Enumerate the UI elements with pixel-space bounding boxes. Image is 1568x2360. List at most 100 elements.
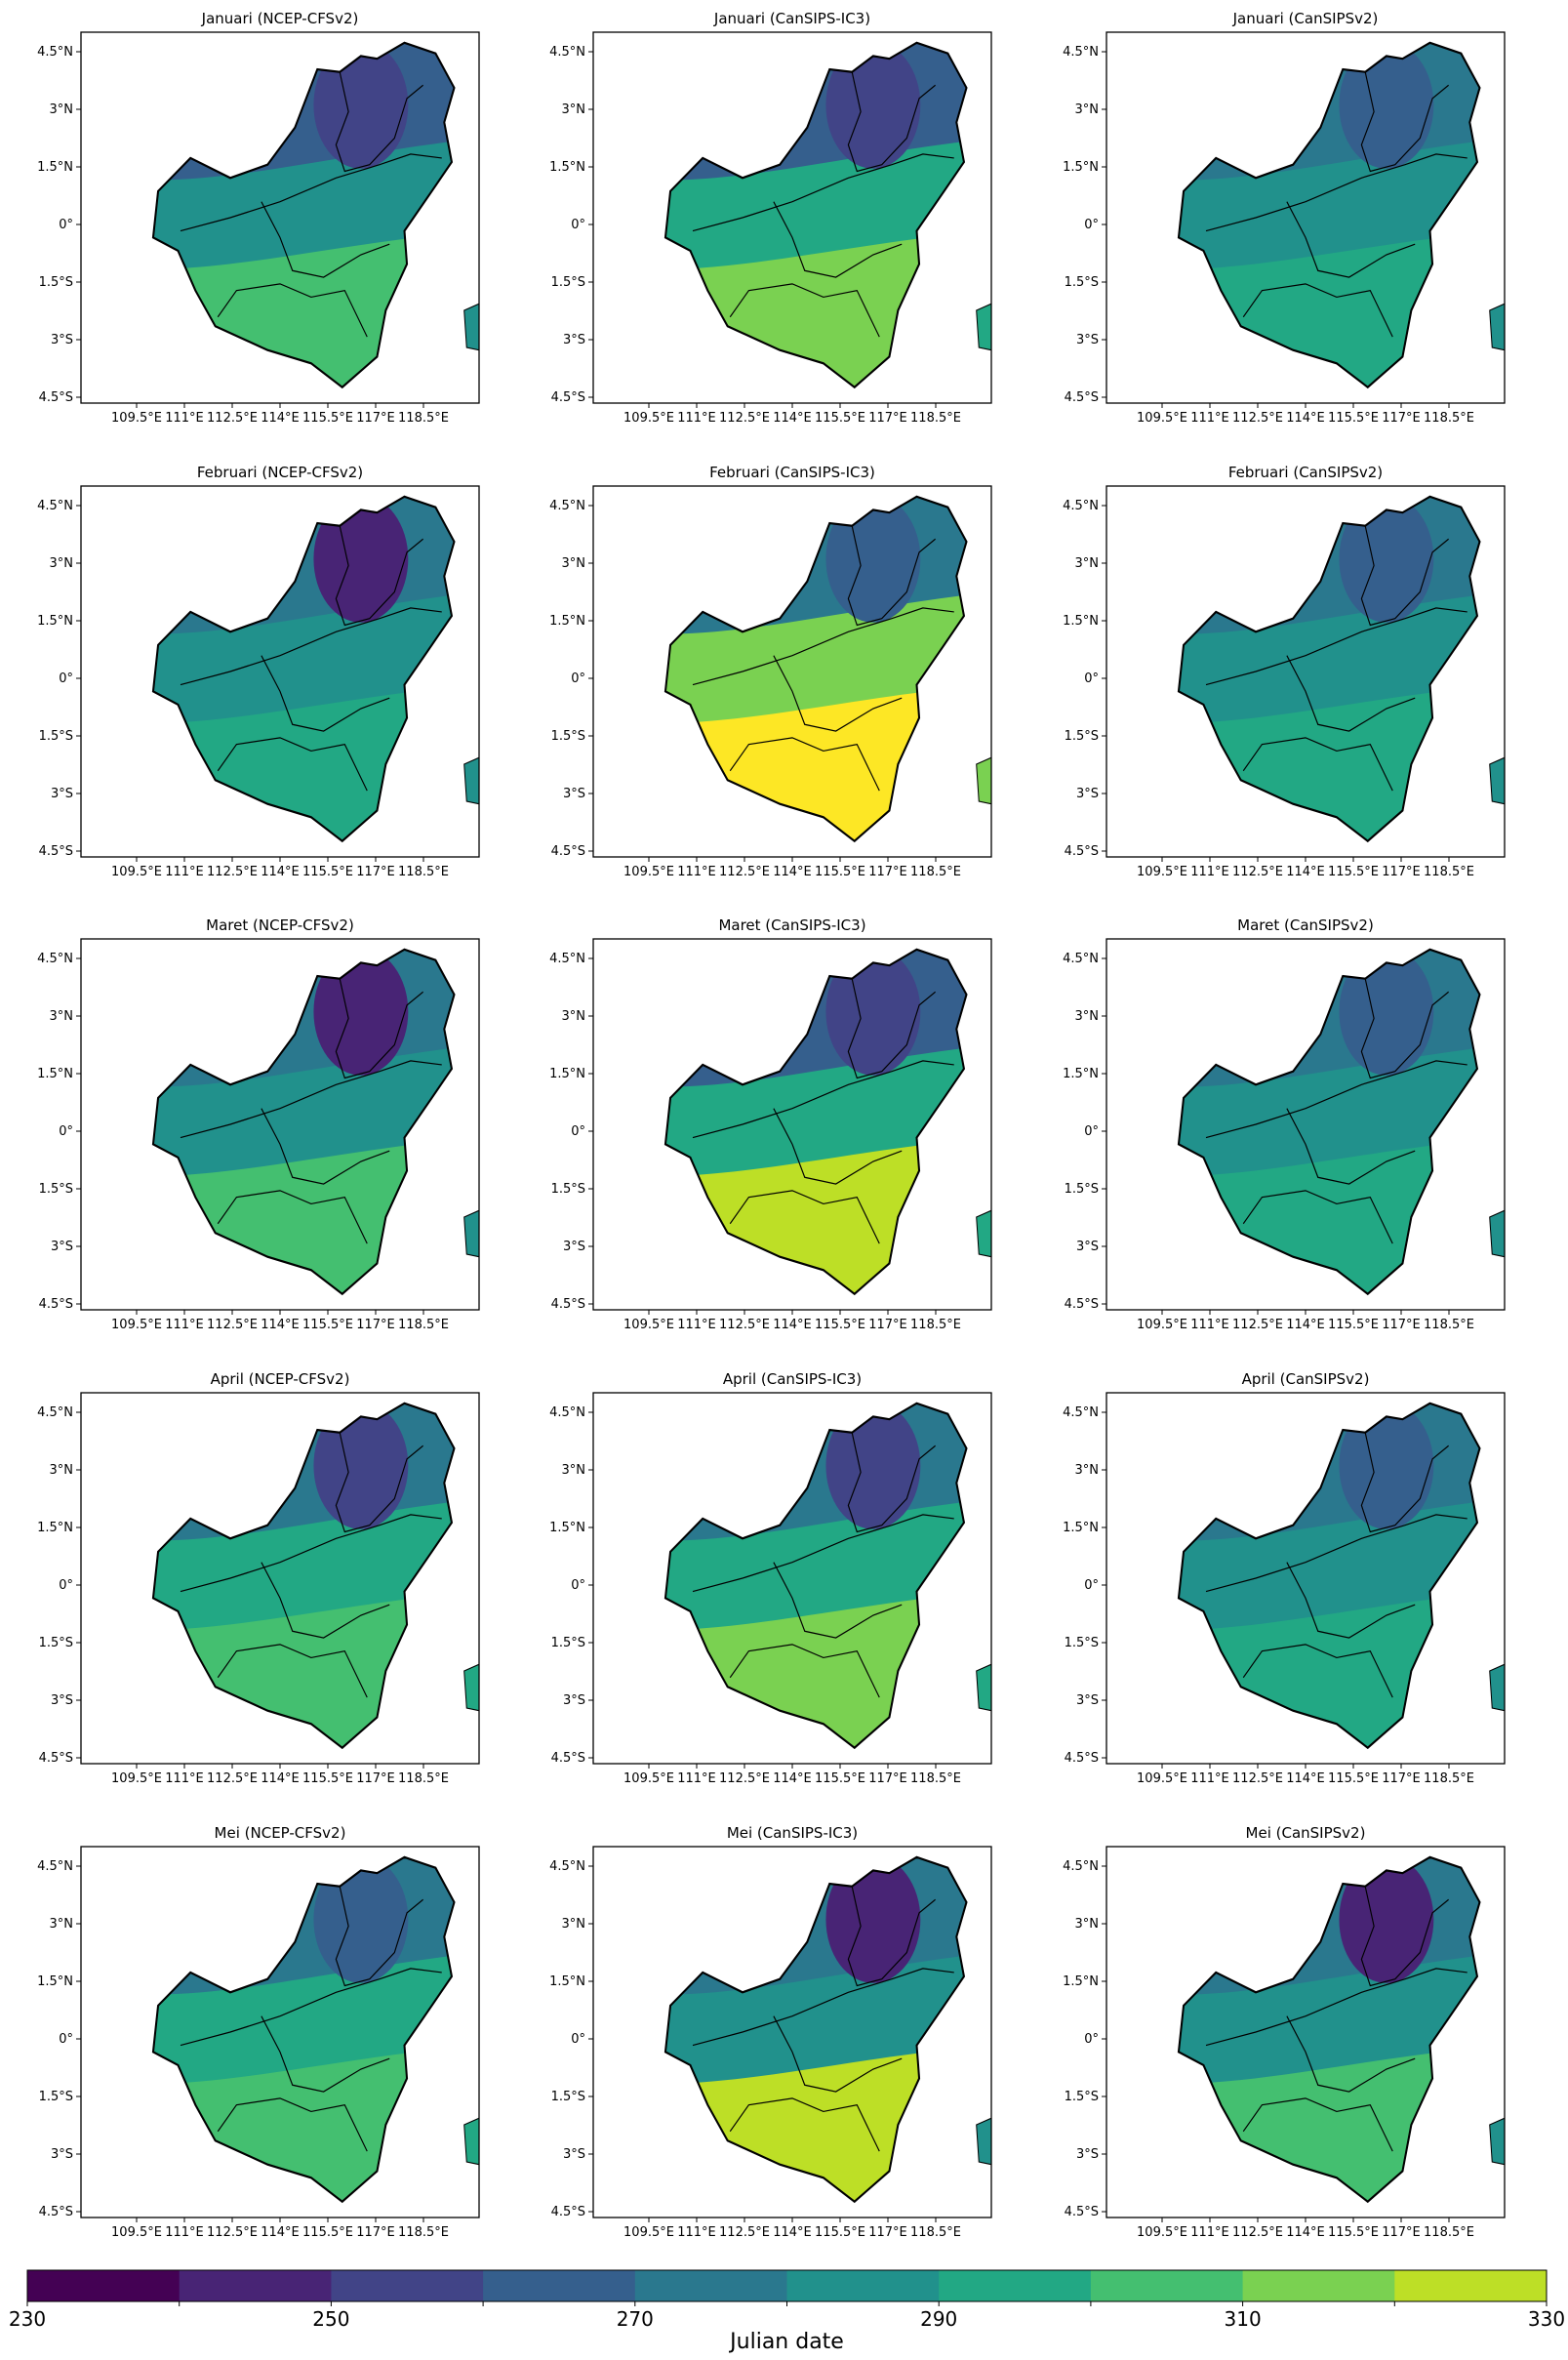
province-border <box>847 71 936 173</box>
sulawesi-edge <box>463 1209 480 1258</box>
sulawesi-edge <box>1489 303 1506 351</box>
lon-tick-label: 112.5°E <box>207 411 258 426</box>
lon-tick-label: 112.5°E <box>719 1318 770 1332</box>
lon-tick-label: 115.5°E <box>815 1318 865 1332</box>
province-border <box>847 1432 936 1533</box>
map-panel: April (CanSIPS-IC3)109.5°E 111°E 112.5°E 11… <box>549 1370 992 1786</box>
lat-tick-label: 1.5°N <box>549 1521 585 1535</box>
lon-tick-label: 111°E <box>165 411 204 426</box>
lat-tick-label: 0° <box>1084 671 1099 686</box>
lat-tick-label: 3°S <box>1076 333 1099 347</box>
lat-tick-label: 3°S <box>51 1693 73 1708</box>
province-border <box>217 283 368 338</box>
panel-title: Januari (CanSIPS-IC3) <box>713 10 870 27</box>
lon-tick-label: 109.5°E <box>111 1318 162 1332</box>
province-border <box>729 1644 880 1698</box>
lat-tick-label: 3°S <box>563 787 585 801</box>
colorbar-segment <box>1090 2270 1244 2301</box>
province-border <box>217 1190 368 1244</box>
lat-tick-label: 3°N <box>562 1009 586 1024</box>
province-border <box>335 1432 423 1533</box>
lon-tick-label: 117°E <box>1382 1318 1421 1332</box>
lon-tick-label: 109.5°E <box>1137 411 1187 426</box>
lat-tick-label: 0° <box>571 2032 585 2047</box>
lon-tick-label: 118.5°E <box>910 1318 961 1332</box>
lon-tick-label: 111°E <box>677 1318 716 1332</box>
lat-tick-label: 1.5°N <box>549 1974 585 1989</box>
lon-tick-label: 118.5°E <box>398 1318 449 1332</box>
lon-tick-label: 109.5°E <box>111 2225 162 2240</box>
lon-tick-label: 112.5°E <box>207 1771 258 1786</box>
lat-tick-label: 1.5°N <box>37 1067 73 1081</box>
colorbar-tick-label: 250 <box>312 2307 349 2331</box>
province-border <box>180 607 442 686</box>
island-outline <box>151 1402 456 1750</box>
colorbar-segment <box>939 2270 1092 2301</box>
lat-tick-label: 1.5°S <box>39 1182 73 1197</box>
province-border <box>1205 1514 1467 1593</box>
lat-tick-label: 1.5°S <box>551 275 585 290</box>
panel-title: Januari (CanSIPSv2) <box>1232 10 1379 27</box>
island-outline <box>1177 495 1481 843</box>
lon-tick-label: 111°E <box>1190 411 1229 426</box>
province-border <box>261 1562 390 1639</box>
province-border <box>1360 1886 1449 1987</box>
colorbar-segment <box>27 2270 181 2301</box>
lon-tick-label: 112.5°E <box>207 865 258 879</box>
lon-tick-label: 114°E <box>261 2225 300 2240</box>
lat-tick-label: 4.5°S <box>39 2205 73 2219</box>
province-border <box>729 283 880 338</box>
lat-tick-label: 3°S <box>51 2147 73 2162</box>
lon-tick-label: 111°E <box>677 1771 716 1786</box>
lat-tick-label: 4.5°S <box>39 1297 73 1312</box>
sulawesi-edge <box>463 1663 480 1712</box>
lat-tick-label: 3°N <box>50 1009 74 1024</box>
lon-tick-label: 111°E <box>1190 1771 1229 1786</box>
map-panel: Mei (CanSIPS-IC3) 109.5°E 111°E 112.5°E 114°… <box>549 1824 992 2240</box>
lat-tick-label: 0° <box>1084 1124 1099 1139</box>
lon-tick-label: 118.5°E <box>1424 865 1474 879</box>
map-panel: Januari (NCEP-CFSv2)109.5°E 111°E 112.5°E 1… <box>37 10 480 426</box>
panel-title: April (CanSIPS-IC3) <box>723 1370 862 1388</box>
lon-tick-label: 114°E <box>773 1771 812 1786</box>
island-outline <box>663 1855 968 2204</box>
colorbar-tick-label: 310 <box>1225 2307 1262 2331</box>
colorbar-tick-label: 330 <box>1528 2307 1565 2331</box>
province-border <box>180 1514 442 1593</box>
lon-tick-label: 115.5°E <box>302 2225 353 2240</box>
lat-tick-label: 4.5°S <box>1065 390 1099 405</box>
lat-tick-label: 4.5°N <box>37 1859 73 1874</box>
lat-tick-label: 0° <box>1084 218 1099 232</box>
lat-tick-label: 3°S <box>51 333 73 347</box>
province-border <box>261 2015 390 2093</box>
lat-tick-label: 3°N <box>50 1463 74 1478</box>
province-border <box>729 2097 880 2152</box>
lat-tick-label: 4.5°N <box>37 1405 73 1420</box>
lon-tick-label: 112.5°E <box>1232 865 1283 879</box>
lon-tick-label: 109.5°E <box>111 1771 162 1786</box>
lon-tick-label: 115.5°E <box>1328 1771 1379 1786</box>
province-border <box>1360 525 1449 627</box>
lat-tick-label: 1.5°S <box>1065 729 1099 744</box>
lon-tick-label: 117°E <box>356 1771 395 1786</box>
lat-tick-label: 3°S <box>1076 1240 1099 1254</box>
colorbar-tick-label: 270 <box>617 2307 654 2331</box>
lon-tick-label: 114°E <box>773 1318 812 1332</box>
panel-title: Maret (NCEP-CFSv2) <box>206 916 354 934</box>
lon-tick-label: 112.5°E <box>207 1318 258 1332</box>
lat-tick-label: 1.5°S <box>551 2090 585 2104</box>
lon-tick-label: 117°E <box>1382 1771 1421 1786</box>
lon-tick-label: 117°E <box>868 411 907 426</box>
lat-tick-label: 0° <box>59 671 73 686</box>
lat-tick-label: 4.5°N <box>549 499 585 513</box>
island-outline <box>1177 948 1481 1296</box>
lon-tick-label: 114°E <box>261 865 300 879</box>
lon-tick-label: 111°E <box>165 865 204 879</box>
province-border <box>773 655 903 732</box>
lon-tick-label: 112.5°E <box>719 411 770 426</box>
province-border <box>692 1968 954 2047</box>
panel-title: Februari (CanSIPSv2) <box>1228 464 1383 481</box>
lon-tick-label: 115.5°E <box>815 2225 865 2240</box>
lon-tick-label: 115.5°E <box>302 411 353 426</box>
lon-tick-label: 114°E <box>1286 865 1325 879</box>
